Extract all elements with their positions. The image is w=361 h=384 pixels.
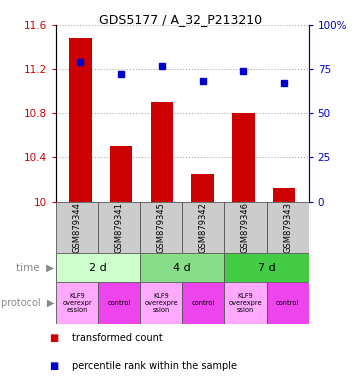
Text: ■: ■ bbox=[49, 333, 58, 343]
Bar bbox=[140, 253, 225, 282]
Text: percentile rank within the sample: percentile rank within the sample bbox=[72, 361, 237, 371]
Text: KLF9
overexpr
ession: KLF9 overexpr ession bbox=[62, 293, 92, 313]
Bar bbox=[56, 202, 98, 253]
Text: time  ▶: time ▶ bbox=[16, 263, 54, 273]
Bar bbox=[56, 282, 98, 324]
Text: control: control bbox=[192, 300, 215, 306]
Bar bbox=[266, 202, 309, 253]
Text: KLF9
overexpre
ssion: KLF9 overexpre ssion bbox=[229, 293, 262, 313]
Bar bbox=[98, 202, 140, 253]
Bar bbox=[151, 102, 173, 202]
Text: 7 d: 7 d bbox=[258, 263, 275, 273]
Text: transformed count: transformed count bbox=[72, 333, 163, 343]
Bar bbox=[140, 202, 182, 253]
Bar bbox=[98, 282, 140, 324]
Text: 2 d: 2 d bbox=[89, 263, 107, 273]
Text: KLF9
overexpre
ssion: KLF9 overexpre ssion bbox=[144, 293, 178, 313]
Bar bbox=[225, 202, 266, 253]
Bar bbox=[140, 282, 182, 324]
Bar bbox=[225, 282, 266, 324]
Text: GSM879345: GSM879345 bbox=[157, 202, 166, 253]
Text: protocol  ▶: protocol ▶ bbox=[1, 298, 54, 308]
Bar bbox=[110, 146, 132, 202]
Text: GSM879344: GSM879344 bbox=[73, 202, 82, 253]
Text: 4 d: 4 d bbox=[173, 263, 191, 273]
Bar bbox=[273, 189, 295, 202]
Bar bbox=[191, 174, 214, 202]
Text: GSM879342: GSM879342 bbox=[199, 202, 208, 253]
Text: GSM879341: GSM879341 bbox=[115, 202, 123, 253]
Bar bbox=[232, 113, 255, 202]
Text: GSM879346: GSM879346 bbox=[241, 202, 250, 253]
Bar bbox=[69, 38, 92, 202]
Bar bbox=[182, 202, 225, 253]
Text: ■: ■ bbox=[49, 361, 58, 371]
Text: GDS5177 / A_32_P213210: GDS5177 / A_32_P213210 bbox=[99, 13, 262, 26]
Bar bbox=[56, 253, 140, 282]
Text: GSM879343: GSM879343 bbox=[283, 202, 292, 253]
Bar bbox=[266, 282, 309, 324]
Bar bbox=[225, 253, 309, 282]
Text: control: control bbox=[108, 300, 131, 306]
Bar bbox=[182, 282, 225, 324]
Text: control: control bbox=[276, 300, 299, 306]
